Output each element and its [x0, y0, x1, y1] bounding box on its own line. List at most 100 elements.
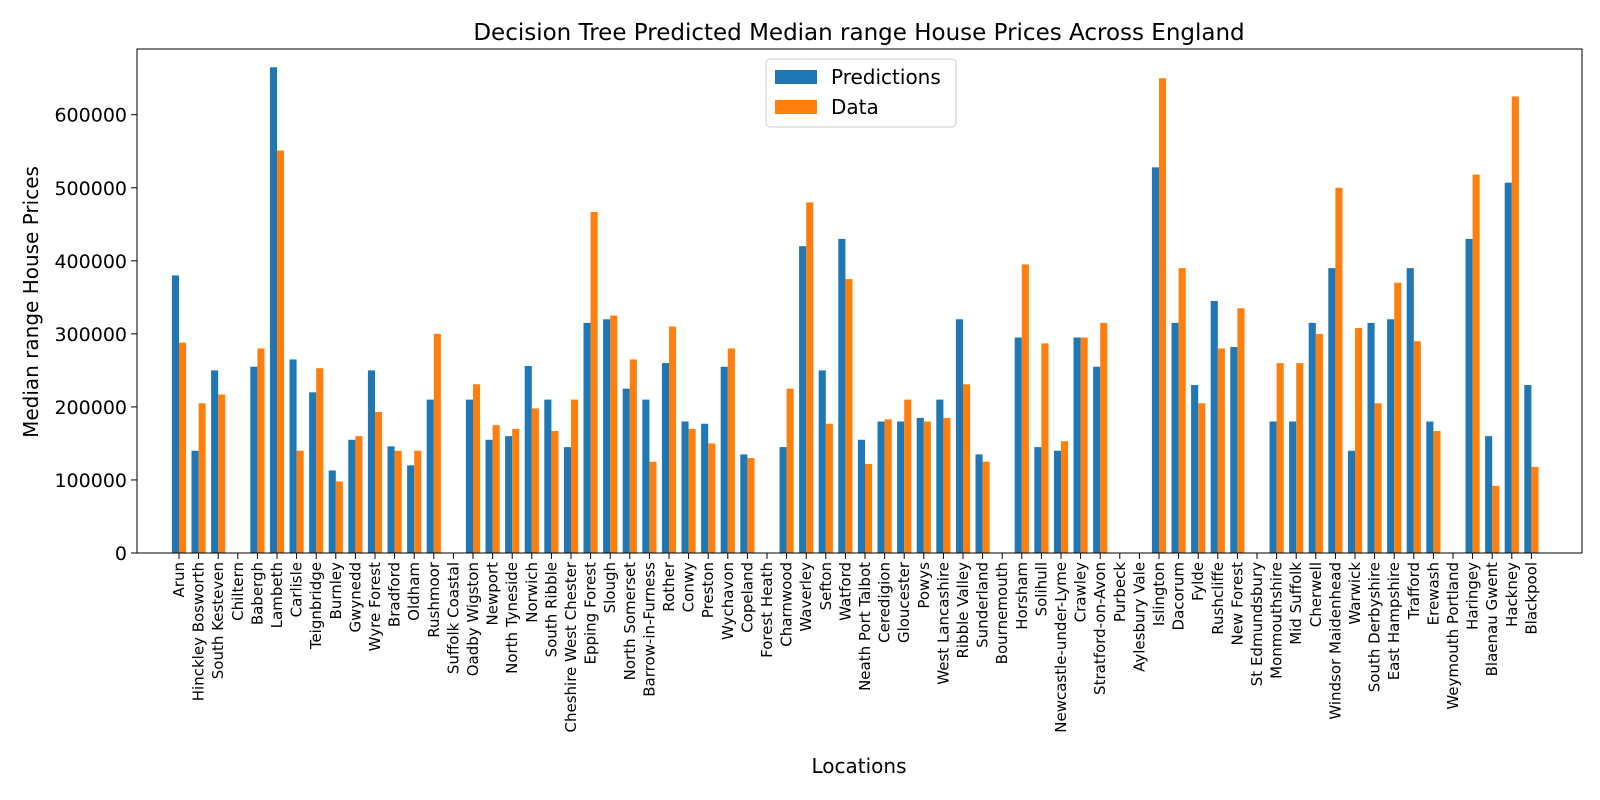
x-tick-label: Hackney [1503, 562, 1521, 627]
series-predictions [171, 67, 1532, 554]
x-tick-label: Rushmoor [425, 561, 443, 638]
bar-predictions [701, 423, 709, 553]
x-tick-label: Cheshire West Chester [562, 561, 580, 732]
bar-data [845, 279, 853, 553]
x-tick-label: Gloucester [895, 561, 913, 643]
x-tick-label: Bradford [386, 562, 404, 627]
bar-predictions [1504, 182, 1512, 554]
bar-data [316, 368, 324, 553]
bar-predictions [740, 454, 748, 553]
bar-data [1355, 328, 1363, 553]
bar-predictions [1387, 319, 1395, 553]
x-tick-label: Islington [1150, 562, 1168, 626]
x-tick-label: Powys [915, 562, 933, 609]
y-axis-label: Median range House Prices [19, 166, 43, 438]
x-tick-label: South Ribble [542, 562, 560, 657]
y-tick-label: 100000 [54, 470, 127, 492]
bar-predictions [269, 67, 277, 553]
bar-predictions [1269, 421, 1277, 553]
legend: Predictions Data [765, 58, 957, 128]
x-tick-label: Forest Heath [758, 562, 776, 658]
bar-data [786, 388, 794, 553]
bar-predictions [1367, 322, 1375, 553]
bar-data [747, 458, 755, 553]
x-axis: Arun Hinckley Bosworth South Kesteven Chilt… [170, 553, 1540, 733]
bar-predictions [955, 319, 963, 553]
x-tick-label: Copeland [738, 562, 756, 633]
bar-data [1217, 348, 1225, 553]
x-tick-label: Wyre Forest [366, 562, 384, 651]
x-tick-label: Epping Forest [582, 562, 600, 665]
bar-data [649, 461, 657, 553]
x-tick-label: Charnwood [778, 562, 796, 647]
x-tick-label: Carlisle [288, 562, 306, 617]
bar-predictions [211, 370, 219, 553]
x-tick-label: Barrow-in-Furness [640, 562, 658, 697]
bar-data [551, 431, 559, 553]
bar-data [394, 450, 402, 553]
bar-data [1374, 403, 1382, 553]
x-tick-label: New Forest [1228, 562, 1246, 646]
bar-predictions [857, 439, 865, 553]
bar-data [512, 428, 520, 553]
bar-predictions [1210, 301, 1218, 553]
bar-data [1178, 268, 1186, 553]
bar-predictions [328, 470, 336, 553]
bar-data [1276, 363, 1284, 553]
x-tick-label: Conwy [680, 562, 698, 612]
x-tick-label: Slough [601, 562, 619, 613]
x-tick-label: Babergh [248, 562, 266, 625]
x-tick-label: Newport [484, 562, 502, 626]
bar-predictions [250, 366, 258, 553]
bar-predictions [642, 399, 650, 553]
x-tick-label: Sunderland [974, 562, 992, 648]
bar-data [629, 359, 637, 553]
bar-predictions [720, 366, 728, 553]
x-tick-label: Crawley [1072, 562, 1090, 622]
bar-predictions [1465, 238, 1473, 553]
x-tick-label: Erewash [1424, 562, 1442, 625]
x-tick-label: Hinckley Bosworth [190, 562, 208, 701]
bar-predictions [583, 322, 591, 553]
x-tick-label: Sefton [817, 562, 835, 610]
bar-predictions [897, 421, 905, 553]
bar-predictions [524, 366, 532, 553]
bar-predictions [1014, 337, 1022, 553]
bar-data [1335, 187, 1343, 553]
x-tick-label: Blackpool [1522, 562, 1540, 635]
bar-data [1296, 363, 1304, 553]
x-tick-label: Monmouthshire [1268, 562, 1286, 679]
y-tick-label: 400000 [54, 251, 127, 273]
x-tick-label: Arun [170, 562, 188, 597]
bar-data [1472, 174, 1480, 553]
bar-data [943, 417, 951, 553]
bar-predictions [348, 439, 356, 553]
bar-predictions [426, 399, 434, 553]
bar-predictions [544, 399, 552, 553]
x-tick-label: Blaenau Gwent [1483, 562, 1501, 676]
bar-predictions [1524, 385, 1532, 553]
x-tick-label: West Lancashire [934, 562, 952, 685]
bar-predictions [1151, 167, 1159, 553]
bar-data [1041, 343, 1049, 553]
bar-data [1413, 341, 1421, 553]
bar-data [669, 326, 677, 553]
bar-data [923, 421, 931, 553]
bar-data [531, 408, 539, 553]
bar-predictions [1073, 337, 1081, 553]
bar-predictions [485, 439, 493, 553]
bar-predictions [1053, 450, 1061, 553]
legend-swatch [775, 70, 817, 84]
bar-data [277, 150, 285, 553]
x-tick-label: Burnley [327, 562, 345, 620]
x-tick-label: Rother [660, 561, 678, 612]
x-tick-label: East Hampshire [1385, 562, 1403, 680]
bar-predictions [936, 399, 944, 553]
bar-data [806, 202, 814, 553]
bar-data [865, 463, 873, 553]
x-tick-label: Warwick [1346, 562, 1364, 625]
x-tick-label: Norwich [523, 562, 541, 623]
x-tick-label: Oldham [405, 562, 423, 621]
bar-data [335, 481, 343, 553]
bar-data [1159, 78, 1167, 553]
